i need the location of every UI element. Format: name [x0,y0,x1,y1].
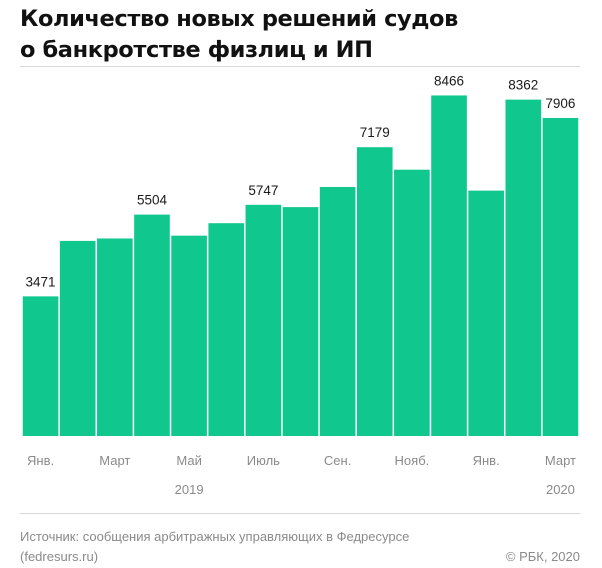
bar [245,204,282,436]
year-label: 2020 [546,482,575,497]
bar [431,95,467,436]
value-labels: 3471 5504 5747 7179 8466 8362 7906 [26,73,576,289]
chart-title-line-1: Количество новых решений судов [20,6,458,32]
chart-title-line-2: о банкротстве физлиц и ИП [20,37,373,63]
x-tick-label: Июль [247,453,280,468]
bar [208,223,245,436]
bar [97,238,133,436]
bar [282,207,319,436]
bar [59,240,96,436]
source-note: Источник: сообщения арбитражных управляю… [20,527,409,567]
bar [542,117,579,437]
chart-title: Количество новых решений судов о банкрот… [20,4,580,66]
value-label: 3471 [26,274,56,289]
bar [319,186,356,436]
x-tick-label: Март [545,453,576,468]
value-label: 8466 [434,73,464,88]
x-tick-label: Янв. [27,453,54,468]
bar [134,214,170,436]
bar [356,147,393,436]
year-labels: 2019 2020 [175,482,575,497]
source-line-1: Источник: сообщения арбитражных управляю… [20,529,410,544]
year-label: 2019 [175,482,204,497]
value-label: 7179 [360,125,390,140]
bar-chart: 3471 5504 5747 7179 8466 8362 7906 Янв. Март Май… [22,73,579,497]
bar-series [22,95,579,437]
bar [505,99,542,437]
copyright: © РБК, 2020 [505,549,580,564]
bar [468,190,504,436]
title-divider [20,66,580,67]
x-tick-label: Сен. [324,453,351,468]
value-label: 8362 [508,78,538,93]
x-tick-label: Май [176,453,201,468]
bar [171,235,207,436]
x-axis-tick-labels: Янв. Март Май Июль Сен. Нояб. Янв. Март [27,453,576,468]
x-tick-label: Март [99,453,130,468]
x-tick-label: Нояб. [395,453,430,468]
footer-divider [20,513,580,514]
source-line-2: (fedresurs.ru) [20,549,99,564]
value-label: 5747 [248,183,278,198]
value-label: 5504 [137,193,168,208]
bar [22,296,59,436]
value-label: 7906 [545,96,575,111]
bar [394,169,430,436]
x-tick-label: Янв. [473,453,500,468]
